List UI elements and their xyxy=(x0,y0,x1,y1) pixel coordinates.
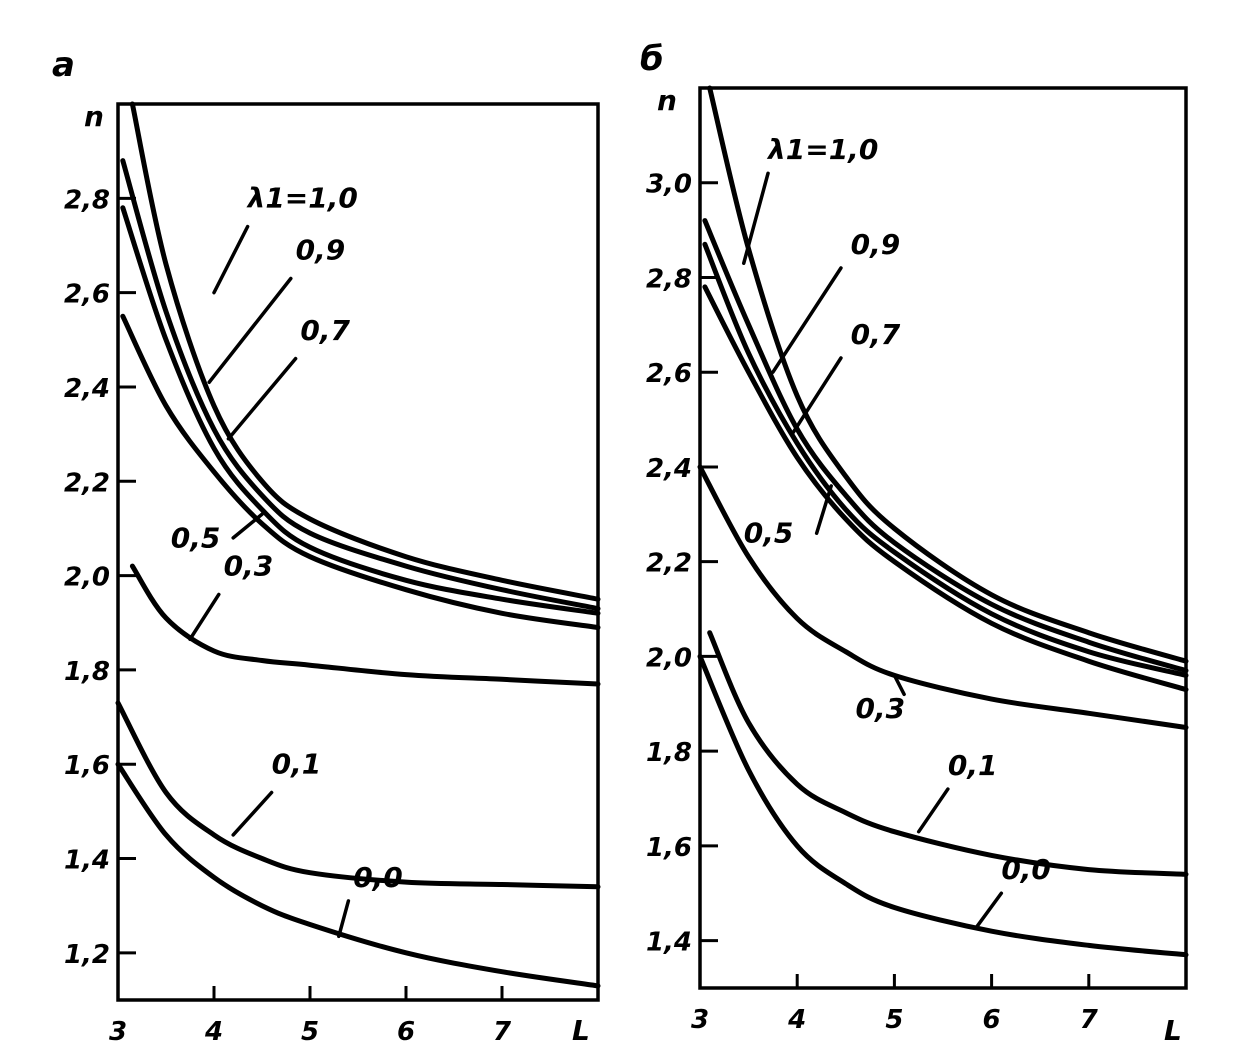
panel-b-leader-line xyxy=(814,484,833,536)
panel-b-curve-label: 0,3 xyxy=(856,692,906,725)
panel-a-x-ticks: 3 4 5 6 7 xyxy=(109,986,512,1047)
panel-b-curve-label: 0,1 xyxy=(948,749,998,782)
panel-b-y-tick-label: 2,2 xyxy=(646,549,692,579)
panel-b-curve-5 xyxy=(697,464,1189,730)
panel-b-y-tick-label: 2,8 xyxy=(646,264,692,294)
panel-b-leader-line xyxy=(771,266,843,374)
panel-a-curve-3 xyxy=(120,205,601,616)
panel-a-curve-label: λ1=1,0 xyxy=(246,182,358,215)
panel-b-y-tick-label: 3,0 xyxy=(646,170,692,200)
panel-b-curve-label: 0,9 xyxy=(851,228,901,261)
panel-b-curve-labels: λ1=1,0 0,9 0,7 0,5 0,3 0,1 0,0 xyxy=(741,133,1051,929)
panel-b-y-tick-label: 1,4 xyxy=(646,928,692,958)
panel-a-leader-line xyxy=(337,899,351,939)
panel-a-y-tick-label: 2,8 xyxy=(64,185,110,215)
panel-a-y-tick-label: 1,8 xyxy=(64,657,110,687)
panel-a-plot-frame xyxy=(116,102,600,1002)
panel-a-curve-label: 0,0 xyxy=(353,861,403,894)
panel-b-curve-2 xyxy=(702,218,1189,674)
panel-b-curve-6 xyxy=(707,630,1189,877)
panel-a-leader-line xyxy=(231,790,274,837)
panel-b-curve-label: 0,5 xyxy=(744,517,794,550)
panel-a-curve-labels: λ1=1,0 0,9 0,7 0,50,3 0,1 0,0 xyxy=(171,182,403,939)
panel-a-leader-line xyxy=(226,356,298,441)
panel-a-y-tick-label: 1,6 xyxy=(64,751,110,781)
panel-a-y-tick-label: 2,0 xyxy=(64,563,110,593)
panel-b-y-tick-label: 2,0 xyxy=(646,643,692,673)
panel-b-curve-3 xyxy=(702,241,1189,678)
panel-b-x-tick-label: 6 xyxy=(983,1005,1001,1035)
panel-b-leader-line xyxy=(975,891,1004,929)
panel-a-y-tick-label: 1,4 xyxy=(64,846,110,876)
panel-b-y-ticks: 1,4 1,6 1,8 2,0 2,2 2,4 2,6 2,8 3,0 xyxy=(646,170,718,958)
panel-a-curve-6 xyxy=(115,700,601,890)
panel-a-curve-5 xyxy=(129,563,601,687)
panel-a-curve-label: 0,7 xyxy=(300,314,350,347)
panel-a-curve-7 xyxy=(115,761,601,989)
panel-a-leader-line xyxy=(188,592,221,641)
panel-a-curve-2 xyxy=(120,158,601,612)
panel-a-x-tick-label: 7 xyxy=(493,1017,512,1047)
panel-b-x-tick-label: 5 xyxy=(885,1005,903,1035)
panel-b-plot-frame xyxy=(698,86,1188,990)
panel-a-curve-label: 0,9 xyxy=(296,234,346,267)
panel-a-curves xyxy=(115,101,601,989)
panel-b-x-tick-label: 7 xyxy=(1080,1005,1099,1035)
panel-b-y-tick-label: 2,4 xyxy=(646,454,692,484)
panel-b-leader-line xyxy=(916,787,950,834)
panel-a-curve-label: 0,1 xyxy=(272,748,322,781)
panel-b-curve-7 xyxy=(697,653,1189,958)
panel-b-letter: б xyxy=(640,39,664,79)
panel-a-leader-line xyxy=(207,276,293,384)
panel-b-leader-line xyxy=(790,356,843,436)
panel-a-curve-4 xyxy=(120,313,601,630)
panel-a-x-tick-label: 4 xyxy=(204,1017,223,1047)
panel-a-x-tick-label: 6 xyxy=(397,1017,415,1047)
panel-a-y-axis-symbol: n xyxy=(84,100,104,133)
panel-b-y-tick-label: 2,6 xyxy=(646,359,692,389)
panel-b-y-axis-symbol: n xyxy=(657,84,677,117)
panel-b-curve-4 xyxy=(702,284,1189,693)
panel-b-y-tick-label: 1,8 xyxy=(646,738,692,768)
panel-a-leader-line xyxy=(212,224,250,295)
panel-b-leader-line xyxy=(892,673,906,697)
panel-b-curve-label: 0,7 xyxy=(851,318,901,351)
panel-a-x-tick-label: 5 xyxy=(301,1017,319,1047)
panel-a-x-tick-label: 3 xyxy=(109,1017,127,1047)
panel-a-y-ticks: 1,2 1,4 1,6 1,8 2,0 2,2 2,4 2,6 2,8 xyxy=(64,185,136,970)
panel-a-x-axis-symbol: L xyxy=(572,1014,590,1047)
panel-a-curve-1 xyxy=(129,101,601,602)
panel-a-curve-label: 0,3 xyxy=(224,550,274,583)
panel-a-leader-line xyxy=(231,512,264,540)
panel-b-curve-label: 0,0 xyxy=(1001,853,1051,886)
panel-a-y-tick-label: 1,2 xyxy=(64,940,110,970)
panel-a-y-tick-label: 2,4 xyxy=(64,374,110,404)
panel-b-x-axis-symbol: L xyxy=(1164,1014,1182,1047)
panel-b-leader-line xyxy=(741,171,770,266)
panel-b-curve-label: λ1=1,0 xyxy=(766,133,878,166)
panel-b-curve-1 xyxy=(707,85,1189,664)
panel-a-curve-label: 0,5 xyxy=(171,521,221,554)
panel-b-x-tick-label: 4 xyxy=(787,1005,806,1035)
panel-b-y-tick-label: 1,6 xyxy=(646,833,692,863)
panel-a-y-tick-label: 2,6 xyxy=(64,280,110,310)
panel-b-x-ticks: 3 4 5 6 7 xyxy=(691,974,1099,1035)
panel-a-y-tick-label: 2,2 xyxy=(64,468,110,498)
panel-a-letter: а xyxy=(52,45,75,85)
panel-b-x-tick-label: 3 xyxy=(691,1005,709,1035)
